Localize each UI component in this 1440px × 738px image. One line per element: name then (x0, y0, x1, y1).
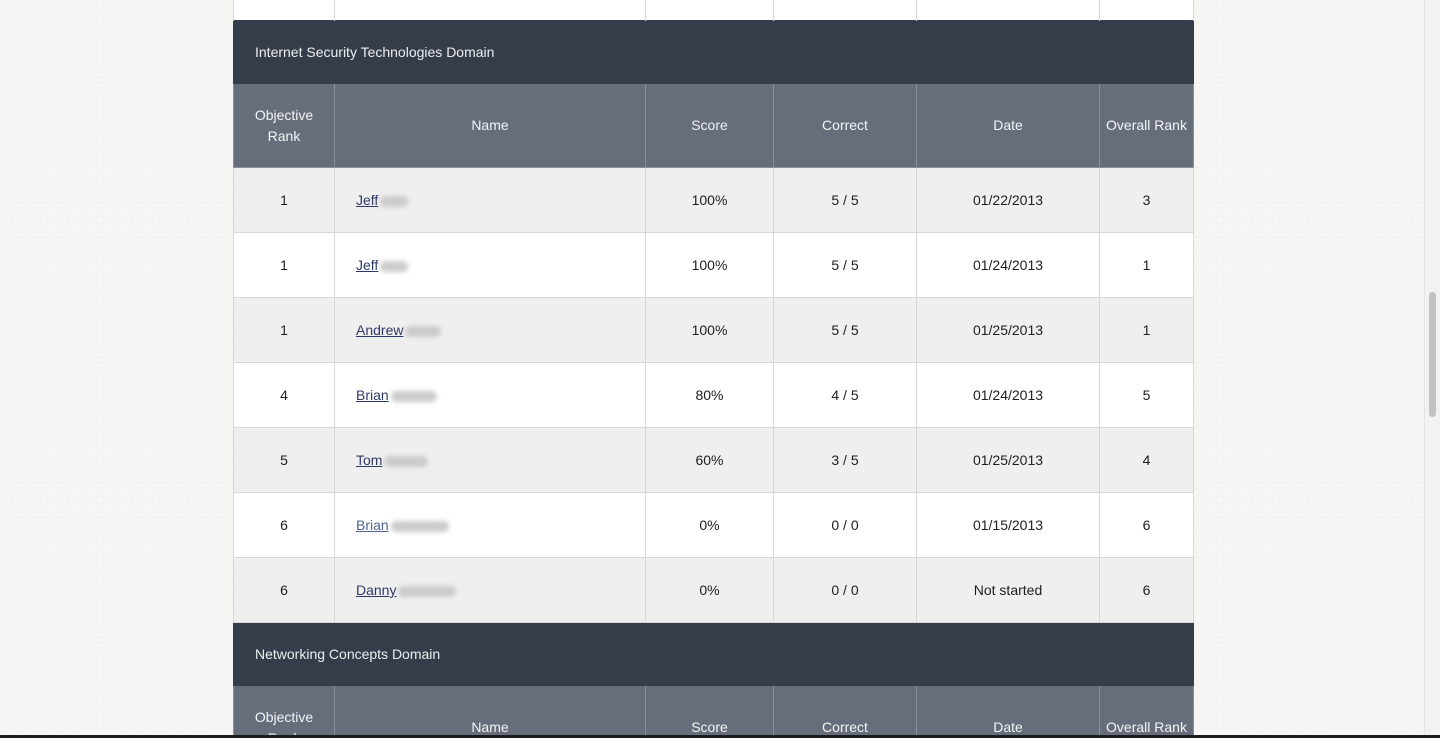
domain-title: Networking Concepts Domain (233, 622, 1194, 686)
name-cell: Brian (334, 362, 646, 428)
date-cell: 01/24/2013 (916, 232, 1100, 298)
overall-rank-cell: 5 (1099, 362, 1194, 428)
overall-rank-cell: 1 (1099, 297, 1194, 363)
date-cell: Not started (916, 557, 1100, 623)
user-name-link[interactable]: Brian (356, 517, 389, 533)
date-cell: 01/22/2013 (916, 167, 1100, 233)
column-header-name: Name (334, 83, 646, 168)
table-row: 4 Brian 80% 4 / 5 01/24/2013 5 (233, 362, 1194, 428)
name-cell: Jeff (334, 167, 646, 233)
score-cell: 0% (645, 492, 774, 558)
domain-header-row: Internet Security Technologies Domain (233, 20, 1194, 84)
user-name-link[interactable]: Tom (356, 452, 383, 468)
objective-rank-cell: 1 (233, 297, 335, 363)
user-name-link[interactable]: Jeff (356, 257, 379, 273)
redacted-surname (405, 325, 442, 337)
objective-rank-cell: 1 (233, 232, 335, 298)
column-header-correct: Correct (773, 685, 917, 738)
score-cell: 0% (645, 557, 774, 623)
table-row: 5 Tom 60% 3 / 5 01/25/2013 4 (233, 427, 1194, 493)
objective-rank-cell: 4 (233, 362, 335, 428)
correct-cell: 3 / 5 (773, 427, 917, 493)
objective-rank-cell: 6 (233, 557, 335, 623)
score-cell: 100% (645, 167, 774, 233)
redacted-surname (390, 520, 449, 532)
correct-cell: 5 / 5 (773, 232, 917, 298)
table-row: 6 Brian 0% 0 / 0 01/15/2013 6 (233, 492, 1194, 558)
overall-rank-cell: 6 (1099, 492, 1194, 558)
name-cell: Tom (334, 427, 646, 493)
overall-rank-cell: 4 (1099, 427, 1194, 493)
table-row: 6 Danny 0% 0 / 0 Not started 6 (233, 557, 1194, 623)
column-header-date: Date (916, 83, 1100, 168)
objective-rank-cell: 5 (233, 427, 335, 493)
column-header-row: Objective Rank Name Score Correct Date O… (233, 685, 1194, 738)
redacted-surname (398, 585, 457, 597)
date-cell: 01/24/2013 (916, 362, 1100, 428)
score-cell: 100% (645, 232, 774, 298)
column-header-objective-rank: Objective Rank (233, 685, 335, 738)
name-cell: Danny (334, 557, 646, 623)
column-header-name: Name (334, 685, 646, 738)
window-bottom-edge (0, 735, 1440, 738)
table-row: 1 Andrew 100% 5 / 5 01/25/2013 1 (233, 297, 1194, 363)
domain-header-row: Networking Concepts Domain (233, 622, 1194, 686)
table-row: 1 Jeff 100% 5 / 5 01/22/2013 3 (233, 167, 1194, 233)
column-header-date: Date (916, 685, 1100, 738)
domain-title: Internet Security Technologies Domain (233, 20, 1194, 84)
correct-cell: 0 / 0 (773, 557, 917, 623)
column-header-overall-rank: Overall Rank (1099, 83, 1194, 168)
overall-rank-cell: 3 (1099, 167, 1194, 233)
date-cell: 01/15/2013 (916, 492, 1100, 558)
column-header-objective-rank: Objective Rank (233, 83, 335, 168)
column-header-correct: Correct (773, 83, 917, 168)
overall-rank-cell: 1 (1099, 232, 1194, 298)
score-cell: 80% (645, 362, 774, 428)
redacted-surname (390, 390, 437, 402)
name-cell: Jeff (334, 232, 646, 298)
column-header-row: Objective Rank Name Score Correct Date O… (233, 83, 1194, 168)
name-cell: Brian (334, 492, 646, 558)
date-cell: 01/25/2013 (916, 427, 1100, 493)
table-row: 1 Jeff 100% 5 / 5 01/24/2013 1 (233, 232, 1194, 298)
vertical-scrollbar[interactable] (1424, 0, 1440, 738)
previous-section-tail-row (233, 0, 1194, 21)
redacted-surname (380, 195, 409, 207)
column-header-score: Score (645, 685, 774, 738)
scrollbar-thumb[interactable] (1429, 292, 1436, 417)
column-header-score: Score (645, 83, 774, 168)
score-cell: 100% (645, 297, 774, 363)
redacted-surname (380, 260, 409, 272)
name-cell: Andrew (334, 297, 646, 363)
overall-rank-cell: 6 (1099, 557, 1194, 623)
leaderboard-content: Internet Security Technologies Domain Ob… (233, 0, 1194, 738)
user-name-link[interactable]: Andrew (356, 322, 404, 338)
score-cell: 60% (645, 427, 774, 493)
correct-cell: 5 / 5 (773, 297, 917, 363)
objective-rank-cell: 6 (233, 492, 335, 558)
user-name-link[interactable]: Brian (356, 387, 389, 403)
redacted-surname (384, 455, 429, 467)
correct-cell: 4 / 5 (773, 362, 917, 428)
objective-ranking-table: Internet Security Technologies Domain Ob… (233, 0, 1194, 738)
user-name-link[interactable]: Jeff (356, 192, 379, 208)
correct-cell: 0 / 0 (773, 492, 917, 558)
date-cell: 01/25/2013 (916, 297, 1100, 363)
correct-cell: 5 / 5 (773, 167, 917, 233)
column-header-overall-rank: Overall Rank (1099, 685, 1194, 738)
user-name-link[interactable]: Danny (356, 582, 397, 598)
objective-rank-cell: 1 (233, 167, 335, 233)
